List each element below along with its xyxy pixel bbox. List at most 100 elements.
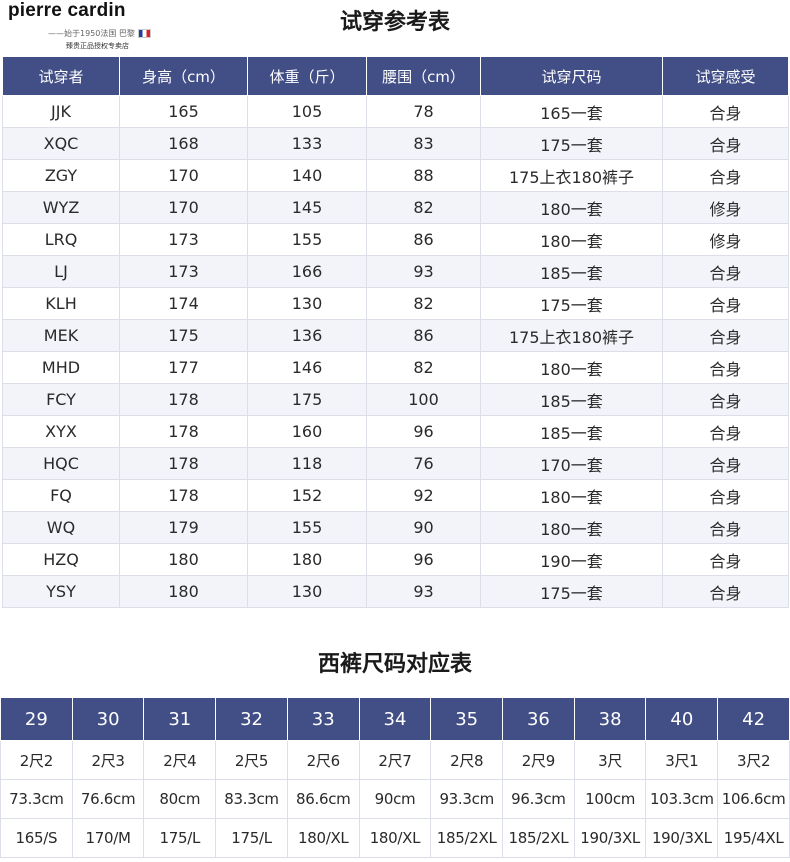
cell-height: 177 <box>119 351 248 384</box>
cell-weight: 152 <box>247 479 367 512</box>
size-header: 32 <box>215 697 288 741</box>
cell-size: 180一套 <box>480 223 663 256</box>
cell-tester: FCY <box>2 383 120 416</box>
cell-weight: 155 <box>247 511 367 544</box>
size-cell: 3尺2 <box>717 740 790 780</box>
cell-tester: LJ <box>2 255 120 288</box>
size-header: 31 <box>143 697 217 741</box>
cell-waist: 86 <box>366 223 481 256</box>
size-header: 40 <box>645 697 719 741</box>
cell-size: 190一套 <box>480 543 663 576</box>
cell-waist: 78 <box>366 95 481 128</box>
cell-fit: 合身 <box>662 383 789 416</box>
cell-weight: 166 <box>247 255 367 288</box>
cell-size: 175上衣180裤子 <box>480 319 663 352</box>
table-row: MEK 175 136 86 175上衣180裤子 合身 <box>2 319 789 352</box>
size-cell: 190/3XL <box>573 818 647 858</box>
cell-waist: 96 <box>366 415 481 448</box>
table-row: FQ 178 152 92 180一套 合身 <box>2 479 789 512</box>
cell-tester: WYZ <box>2 191 120 224</box>
cell-weight: 136 <box>247 319 367 352</box>
table-row: WQ 179 155 90 180一套 合身 <box>2 511 789 544</box>
cell-weight: 155 <box>247 223 367 256</box>
size-header: 29 <box>0 697 73 741</box>
size-header: 34 <box>358 697 432 741</box>
cell-fit: 合身 <box>662 255 789 288</box>
cell-tester: HZQ <box>2 543 120 576</box>
brand-name: pierre cardin <box>8 0 126 21</box>
size-row-chi: 2尺2 2尺3 2尺4 2尺5 2尺6 2尺7 2尺8 2尺9 3尺 3尺1 3尺2 <box>0 740 790 780</box>
size-header: 35 <box>430 697 504 741</box>
cell-weight: 130 <box>247 287 367 320</box>
cell-size: 175上衣180裤子 <box>480 159 663 192</box>
table-row: LJ 173 166 93 185一套 合身 <box>2 255 789 288</box>
cell-waist: 96 <box>366 543 481 576</box>
table-row: ZGY 170 140 88 175上衣180裤子 合身 <box>2 159 789 192</box>
size-cell: 3尺1 <box>645 740 719 780</box>
size-cell: 3尺 <box>573 740 647 780</box>
cell-size: 180一套 <box>480 511 663 544</box>
size-cell: 180/XL <box>286 818 360 858</box>
cell-tester: XYX <box>2 415 120 448</box>
table-row: JJK 165 105 78 165一套 合身 <box>2 95 789 128</box>
cell-weight: 146 <box>247 351 367 384</box>
cell-height: 178 <box>119 415 248 448</box>
cell-waist: 93 <box>366 255 481 288</box>
cell-height: 180 <box>119 575 248 608</box>
cell-height: 173 <box>119 255 248 288</box>
cell-weight: 105 <box>247 95 367 128</box>
size-cell: 195/4XL <box>717 818 790 858</box>
size-cell: 185/2XL <box>430 818 504 858</box>
cell-tester: JJK <box>2 95 120 128</box>
cell-waist: 83 <box>366 127 481 160</box>
cell-waist: 76 <box>366 447 481 480</box>
size-cell: 96.3cm <box>502 779 575 819</box>
size-cell: 83.3cm <box>215 779 288 819</box>
size-cell: 175/L <box>143 818 217 858</box>
cell-fit: 合身 <box>662 447 789 480</box>
cell-waist: 82 <box>366 191 481 224</box>
size-header: 38 <box>573 697 647 741</box>
table-row: XYX 178 160 96 185一套 合身 <box>2 415 789 448</box>
cell-tester: XQC <box>2 127 120 160</box>
cell-waist: 93 <box>366 575 481 608</box>
cell-weight: 160 <box>247 415 367 448</box>
size-cell: 2尺3 <box>71 740 145 780</box>
cell-weight: 118 <box>247 447 367 480</box>
france-flag-icon <box>137 29 151 38</box>
size-cell: 175/L <box>215 818 288 858</box>
table-row: LRQ 173 155 86 180一套 修身 <box>2 223 789 256</box>
cell-fit: 合身 <box>662 415 789 448</box>
size-cell: 185/2XL <box>502 818 575 858</box>
cell-waist: 82 <box>366 287 481 320</box>
cell-weight: 180 <box>247 543 367 576</box>
cell-size: 175一套 <box>480 127 663 160</box>
trial-table-header-row: 试穿者 身高（cm） 体重（斤） 腰围（cm） 试穿尺码 试穿感受 <box>2 56 789 96</box>
table-row: XQC 168 133 83 175一套 合身 <box>2 127 789 160</box>
cell-height: 174 <box>119 287 248 320</box>
table-row: MHD 177 146 82 180一套 合身 <box>2 351 789 384</box>
size-cell: 2尺6 <box>286 740 360 780</box>
size-cell: 76.6cm <box>71 779 145 819</box>
cell-size: 175一套 <box>480 575 663 608</box>
size-header: 30 <box>71 697 145 741</box>
cell-waist: 100 <box>366 383 481 416</box>
header-size: 试穿尺码 <box>480 56 663 96</box>
cell-fit: 合身 <box>662 351 789 384</box>
cell-waist: 82 <box>366 351 481 384</box>
size-cell: 2尺2 <box>0 740 73 780</box>
cell-height: 180 <box>119 543 248 576</box>
table-row: FCY 178 175 100 185一套 合身 <box>2 383 789 416</box>
cell-tester: FQ <box>2 479 120 512</box>
brand-store: 臻贵正品授权专卖店 <box>66 42 129 50</box>
cell-tester: YSY <box>2 575 120 608</box>
cell-height: 178 <box>119 447 248 480</box>
cell-size: 180一套 <box>480 351 663 384</box>
size-cell: 2尺4 <box>143 740 217 780</box>
cell-weight: 175 <box>247 383 367 416</box>
cell-size: 180一套 <box>480 479 663 512</box>
table-row: KLH 174 130 82 175一套 合身 <box>2 287 789 320</box>
cell-tester: HQC <box>2 447 120 480</box>
cell-height: 170 <box>119 191 248 224</box>
cell-tester: WQ <box>2 511 120 544</box>
